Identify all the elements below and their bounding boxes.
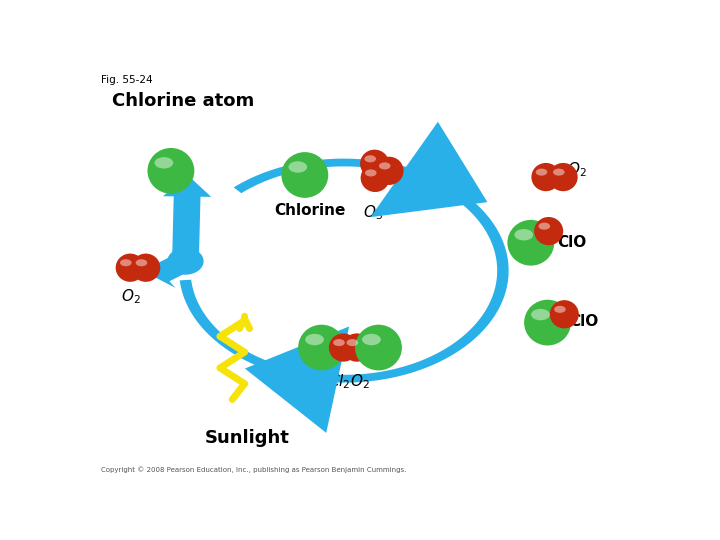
- Ellipse shape: [135, 259, 148, 266]
- Ellipse shape: [120, 259, 132, 266]
- Text: Chlorine atom: Chlorine atom: [112, 92, 255, 110]
- Text: $Cl_2O_2$: $Cl_2O_2$: [328, 373, 370, 391]
- Text: ClO: ClO: [569, 314, 598, 329]
- Ellipse shape: [534, 217, 563, 245]
- Ellipse shape: [131, 254, 161, 282]
- Ellipse shape: [554, 306, 566, 313]
- Ellipse shape: [508, 220, 554, 266]
- Ellipse shape: [365, 170, 377, 177]
- Ellipse shape: [342, 333, 372, 362]
- Ellipse shape: [514, 229, 534, 240]
- Ellipse shape: [531, 163, 560, 191]
- Ellipse shape: [379, 163, 390, 170]
- Polygon shape: [371, 122, 487, 217]
- Polygon shape: [163, 175, 211, 261]
- Ellipse shape: [329, 333, 358, 362]
- Text: $O_2$: $O_2$: [121, 287, 140, 306]
- Ellipse shape: [355, 325, 402, 370]
- Text: ClO: ClO: [557, 235, 587, 250]
- Ellipse shape: [539, 222, 550, 230]
- Ellipse shape: [364, 156, 376, 163]
- Ellipse shape: [531, 309, 550, 320]
- Ellipse shape: [305, 334, 324, 345]
- Text: Sunlight: Sunlight: [204, 429, 289, 447]
- Ellipse shape: [360, 150, 389, 178]
- Ellipse shape: [346, 339, 358, 346]
- Text: Fig. 55-24: Fig. 55-24: [101, 75, 153, 85]
- Ellipse shape: [289, 161, 307, 173]
- Polygon shape: [245, 327, 349, 433]
- Ellipse shape: [361, 164, 390, 192]
- Ellipse shape: [524, 300, 571, 346]
- Polygon shape: [180, 159, 508, 383]
- Ellipse shape: [298, 325, 345, 370]
- Ellipse shape: [536, 168, 547, 176]
- Ellipse shape: [550, 300, 579, 328]
- Text: Copyright © 2008 Pearson Education, Inc., publishing as Pearson Benjamin Cumming: Copyright © 2008 Pearson Education, Inc.…: [101, 467, 407, 473]
- Text: Chlorine: Chlorine: [274, 203, 346, 218]
- Text: $O_2$: $O_2$: [567, 160, 587, 179]
- Ellipse shape: [549, 163, 577, 191]
- Ellipse shape: [282, 152, 328, 198]
- Ellipse shape: [116, 254, 145, 282]
- Ellipse shape: [155, 157, 174, 168]
- Ellipse shape: [167, 248, 204, 275]
- Polygon shape: [148, 253, 193, 288]
- Ellipse shape: [374, 157, 404, 185]
- Ellipse shape: [333, 339, 345, 346]
- Ellipse shape: [148, 148, 194, 194]
- Text: $O_3$: $O_3$: [364, 203, 383, 221]
- Ellipse shape: [362, 334, 381, 345]
- Ellipse shape: [553, 168, 564, 176]
